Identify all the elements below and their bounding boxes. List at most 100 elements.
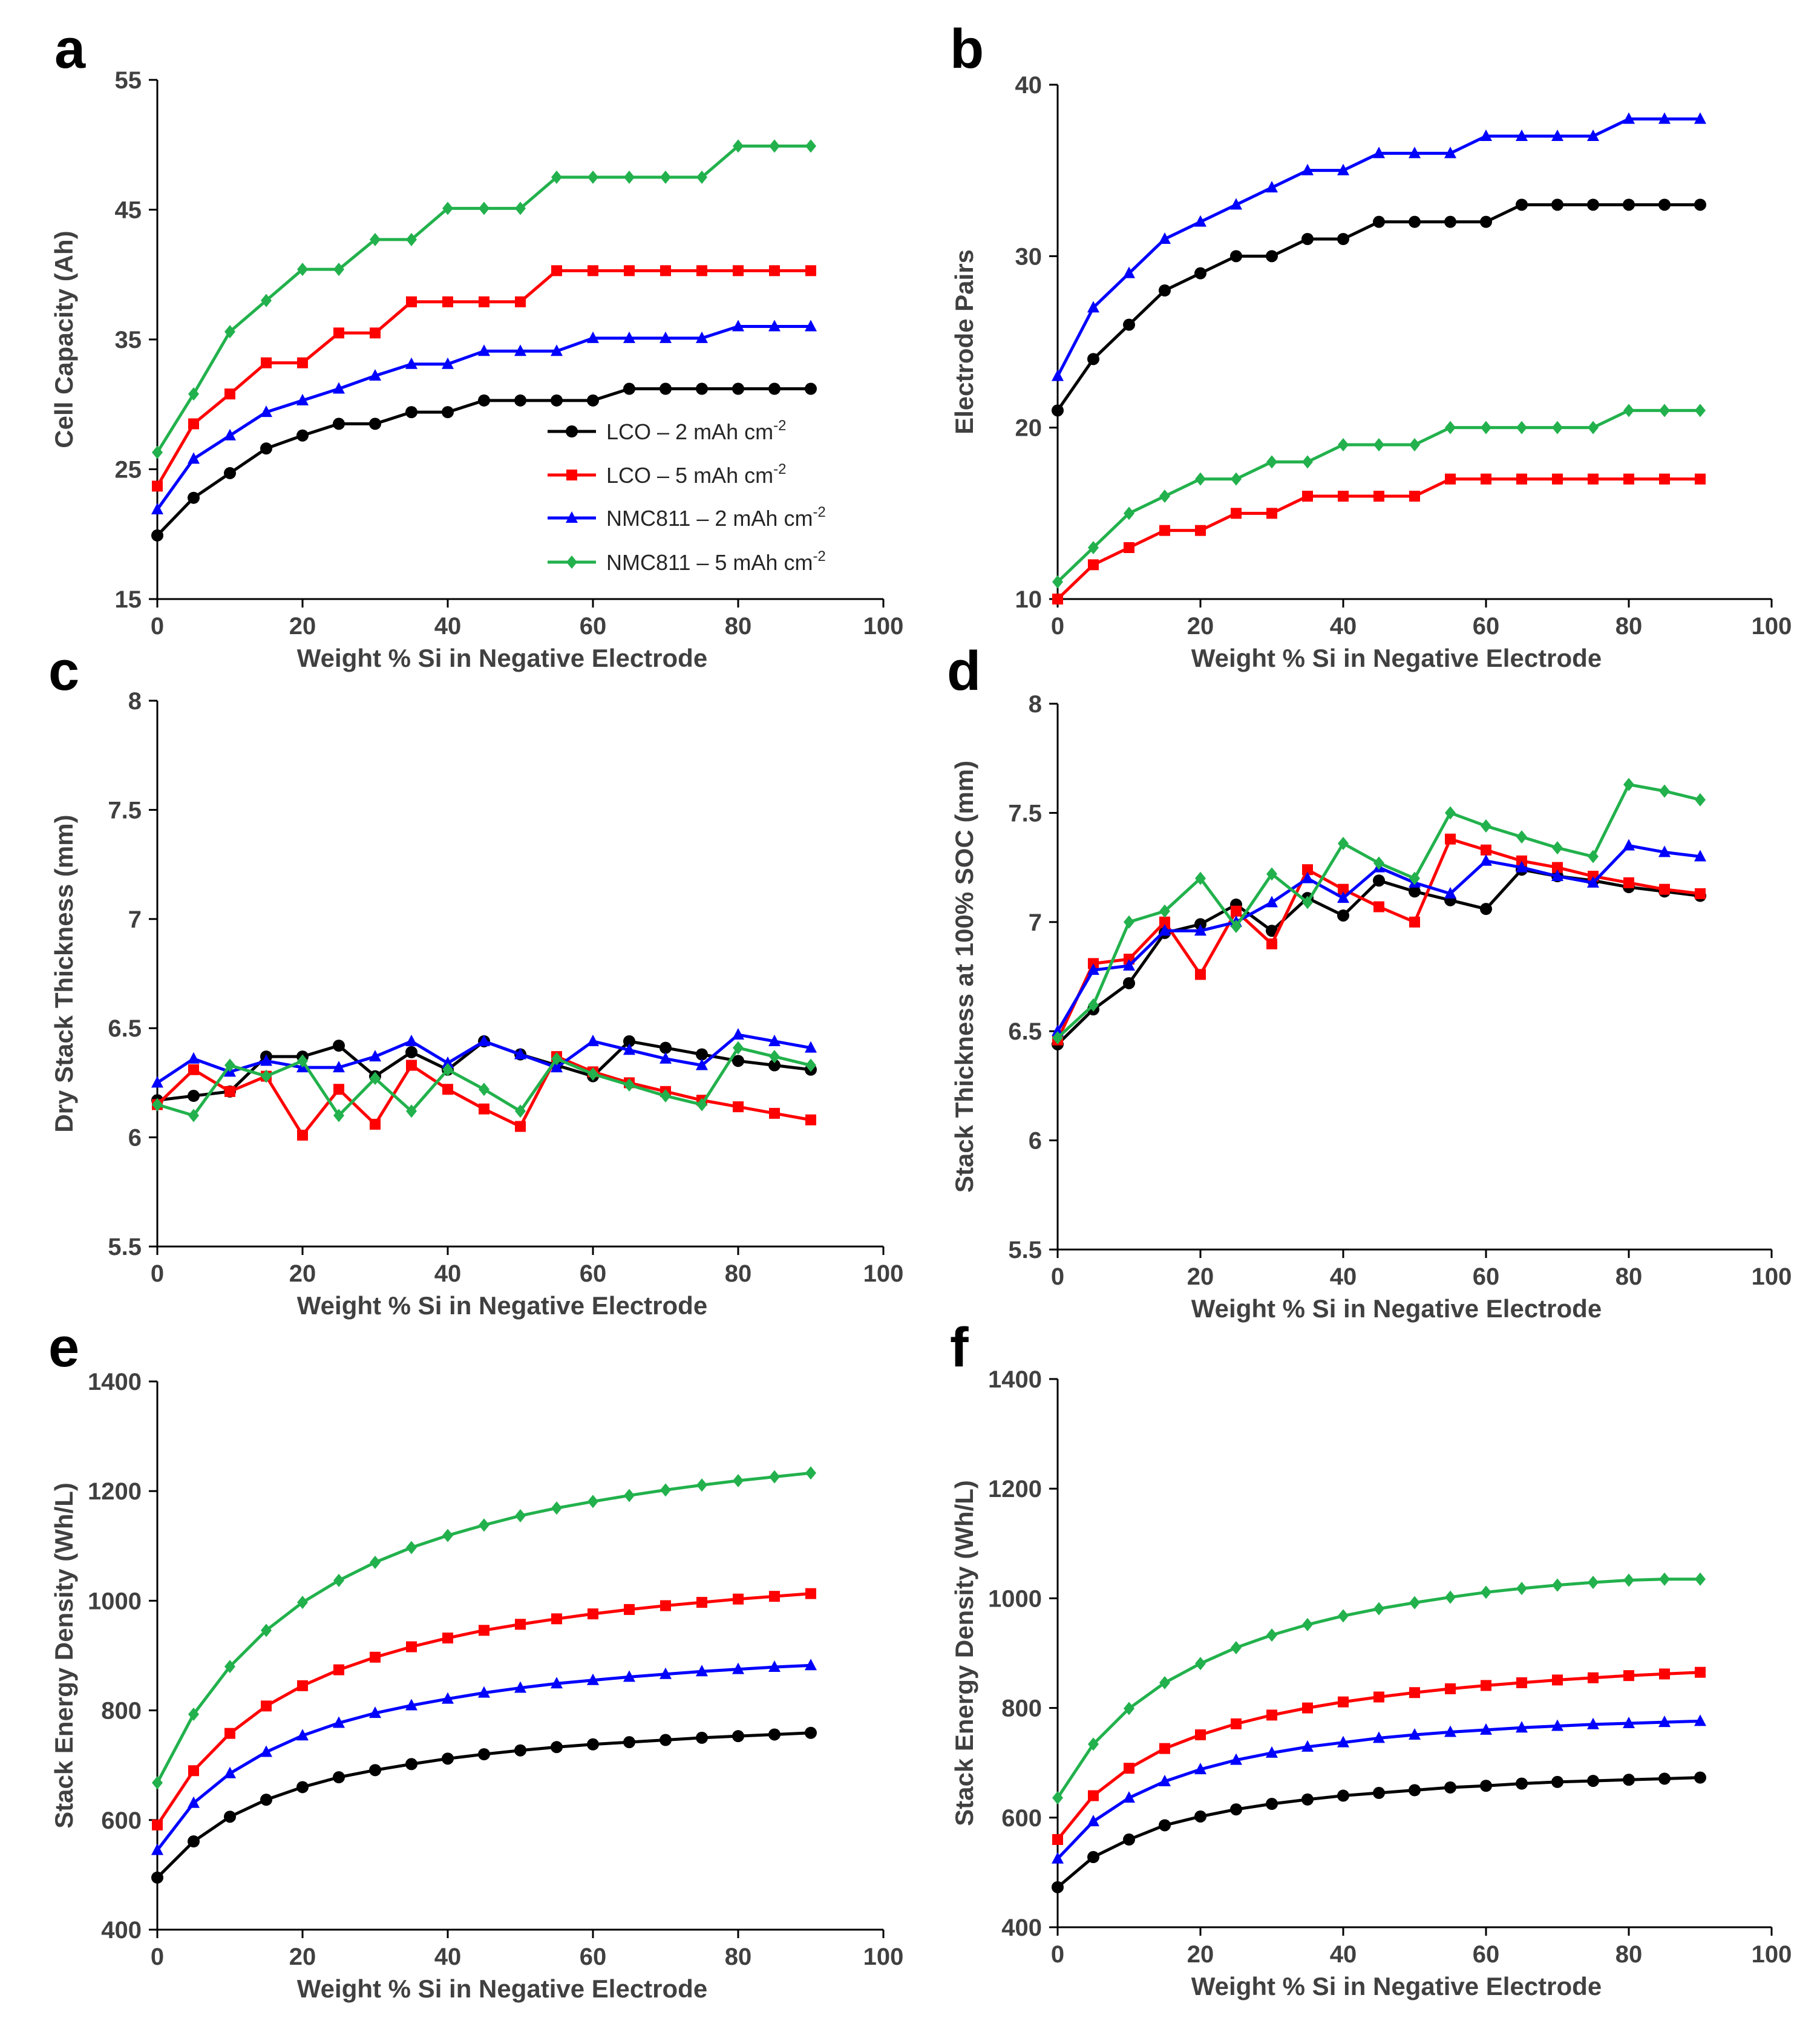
panel-c-x-tick-label: 0 bbox=[151, 1260, 164, 1287]
panel-f-series-lco-5-mah-cm-2-point bbox=[1623, 1670, 1634, 1682]
panel-e-series-nmc811-5-mah-cm-2-point bbox=[442, 1528, 453, 1542]
panel-b-series-nmc811-2-mah-cm-2-point bbox=[1587, 129, 1599, 141]
panel-b-series-lco-2-mah-cm-2-point bbox=[1230, 250, 1242, 263]
panel-b-series-lco-2-mah-cm-2-point bbox=[1658, 198, 1671, 211]
panel-a-series-lco-5-mah-cm-2-point bbox=[805, 265, 816, 277]
panel-b-y-axis-label: Electrode Pairs bbox=[950, 249, 978, 434]
panel-a-series-nmc811-5-mah-cm-2-point bbox=[224, 325, 235, 339]
panel-e-series-nmc811-5-mah-cm-2-point bbox=[660, 1483, 671, 1497]
panel-e-series-lco-2-mah-cm-2-point bbox=[551, 1741, 563, 1754]
panel-a-series-nmc811-2-mah-cm-2 bbox=[151, 319, 817, 514]
panel-a-series-lco-2-mah-cm-2-point bbox=[478, 394, 490, 407]
panel-c-series-nmc811-5-mah-cm-2-point bbox=[333, 1109, 344, 1122]
panel-f-series-lco-2-mah-cm-2-point bbox=[1409, 1784, 1421, 1797]
panel-e-series-lco-5-mah-cm-2-point bbox=[333, 1664, 344, 1676]
panel-f-series-nmc811-5-mah-cm-2-point bbox=[1195, 1657, 1206, 1671]
panel-c-x-axis-label: Weight % Si in Negative Electrode bbox=[297, 1291, 707, 1320]
panel-a-x-tick-label: 100 bbox=[863, 613, 904, 640]
panel-f-series-lco-5-mah-cm-2-point bbox=[1302, 1702, 1313, 1714]
panel-b-series-nmc811-5-mah-cm-2-point bbox=[1338, 438, 1349, 451]
panel-c-y-tick-label: 6 bbox=[128, 1125, 142, 1152]
panel-a-series-lco-5-mah-cm-2-point bbox=[624, 265, 635, 277]
panel-b-series-nmc811-2-mah-cm-2-point bbox=[1301, 163, 1314, 175]
panel-f-series-nmc811-2-mah-cm-2 bbox=[1052, 1714, 1706, 1864]
panel-f-series-nmc811-2-mah-cm-2-point bbox=[1159, 1775, 1171, 1787]
panel-e-series-nmc811-2-mah-cm-2-point bbox=[696, 1665, 708, 1677]
panel-c-series-lco-5-mah-cm-2-point bbox=[188, 1064, 199, 1075]
panel-e-series-nmc811-2-mah-cm-2-point bbox=[151, 1843, 163, 1855]
panel-d-series-lco-5-mah-cm-2-point bbox=[1195, 969, 1206, 980]
panel-d-series-nmc811-2-mah-cm-2-point bbox=[1658, 845, 1671, 857]
panel-a-series-lco-5-mah-cm-2-point bbox=[551, 265, 562, 277]
panel-f-series-nmc811-5-mah-cm-2-point bbox=[1159, 1676, 1170, 1689]
panel-f-series-lco-2-mah-cm-2-point bbox=[1087, 1851, 1099, 1864]
panel-a-series-lco-2-mah-cm-2-point bbox=[369, 418, 381, 430]
panel-e-y-tick-label: 1200 bbox=[88, 1478, 142, 1505]
panel-f-x-tick-label: 100 bbox=[1752, 1941, 1792, 1968]
panel-e-series-nmc811-2-mah-cm-2-point bbox=[768, 1660, 781, 1672]
panel-d-series-lco-5-mah-cm-2-point bbox=[1302, 864, 1313, 876]
panel-d-series-nmc811-5-mah-cm-2-point bbox=[1195, 871, 1206, 885]
panel-e-series-lco-5-mah-cm-2-point bbox=[733, 1593, 744, 1605]
panel-e-series-lco-5-mah-cm-2-point bbox=[188, 1765, 199, 1777]
panel-a-series-nmc811-5-mah-cm-2-point bbox=[406, 232, 417, 246]
panel-a-series-lco-5-mah-cm-2-point bbox=[261, 357, 272, 369]
panel-a-y-axis-label: Cell Capacity (Ah) bbox=[50, 231, 78, 448]
legend-label-main: LCO – 2 mAh cm bbox=[606, 419, 773, 444]
panel-a-series-lco-5-mah-cm-2 bbox=[152, 265, 816, 492]
panel-f-y-tick-label: 1200 bbox=[988, 1476, 1042, 1502]
panel-d-x-tick-label: 40 bbox=[1330, 1263, 1357, 1290]
panel-a-y-tick-label: 35 bbox=[115, 327, 142, 353]
panel-e-series-lco-5-mah-cm-2-point bbox=[805, 1588, 816, 1599]
panel-b-series-nmc811-5-mah-cm-2-point bbox=[1623, 404, 1634, 418]
panel-c-series-nmc811-2-mah-cm-2-point bbox=[805, 1041, 817, 1053]
legend-swatch-marker bbox=[566, 555, 577, 569]
panel-f-series-nmc811-5-mah-cm-2-point bbox=[1373, 1602, 1384, 1616]
panel-f-series-nmc811-5-mah-cm-2-point bbox=[1409, 1596, 1420, 1610]
panel-b-x-tick-label: 60 bbox=[1473, 613, 1500, 640]
panel-d-series-nmc811-5-mah-cm-2-point bbox=[1231, 920, 1242, 934]
panel-a-series-nmc811-5-mah-cm-2-point bbox=[624, 170, 635, 184]
panel-e-series-lco-2-mah-cm-2-point bbox=[333, 1771, 345, 1784]
panel-a-series-lco-5-mah-cm-2-point bbox=[224, 388, 235, 400]
panel-f-series-lco-5-mah-cm-2-point bbox=[1195, 1729, 1206, 1740]
panel-f-series-lco-2-mah-cm-2-point bbox=[1337, 1789, 1349, 1802]
panel-c-series-lco-5-mah-cm-2-point bbox=[805, 1114, 816, 1125]
panel-c-series-lco-5-mah-cm-2-point bbox=[406, 1060, 417, 1071]
panel-b-x-tick-label: 80 bbox=[1615, 613, 1643, 640]
panel-a-series-lco-5-mah-cm-2-point bbox=[406, 296, 417, 307]
panel-f-y-tick-label: 1000 bbox=[988, 1585, 1042, 1612]
panel-a-letter: a bbox=[54, 18, 86, 80]
panel-f-series-lco-2-mah-cm-2-point bbox=[1052, 1881, 1064, 1893]
legend-label-main: NMC811 – 5 mAh cm bbox=[606, 550, 813, 575]
panel-f: 0 20 40 60 80 100 400 600 800 1000 1200 1400 Weight … bbox=[950, 1317, 1792, 2000]
panel-d-series-nmc811-5-mah-cm-2-point bbox=[1481, 819, 1491, 833]
panel-a-series-nmc811-5-mah-cm-2-point bbox=[188, 387, 199, 401]
panel-b-series-nmc811-5-mah-cm-2-point bbox=[1088, 541, 1099, 554]
panel-b-series-lco-2-mah-cm-2-point bbox=[1516, 198, 1528, 211]
panel-b-series-lco-5-mah-cm-2-point bbox=[1195, 525, 1206, 536]
panel-e-series-nmc811-5-mah-cm-2-point bbox=[769, 1470, 780, 1484]
panel-a-y-tick-label: 15 bbox=[115, 586, 142, 613]
panel-e-series-lco-2-mah-cm-2-point bbox=[768, 1728, 781, 1741]
panel-b-series-nmc811-2-mah-cm-2-point bbox=[1266, 181, 1278, 192]
panel-a-series-nmc811-2-mah-cm-2-point bbox=[224, 428, 236, 441]
panel-d-series-lco-2-mah-cm-2 bbox=[1052, 863, 1706, 1050]
panel-d-x-tick-label: 100 bbox=[1752, 1263, 1792, 1290]
panel-b-series-nmc811-2-mah-cm-2-point bbox=[1623, 112, 1635, 124]
panel-f-series-lco-2-mah-cm-2-point bbox=[1658, 1772, 1671, 1785]
panel-d-series-nmc811-5-mah-cm-2-point bbox=[1588, 850, 1599, 863]
panel-e-series-nmc811-5-mah-cm-2-point bbox=[224, 1660, 235, 1674]
panel-d-series-lco-2-mah-cm-2-point bbox=[1373, 874, 1385, 887]
panel-c-series-nmc811-2-mah-cm-2-point bbox=[333, 1061, 345, 1073]
panel-c-series-lco-2-mah-cm-2-point bbox=[696, 1048, 708, 1061]
panel-d-series-lco-2-mah-cm-2-point bbox=[1337, 909, 1349, 922]
panel-c-series-lco-2-mah-cm-2-point bbox=[333, 1040, 345, 1052]
panel-d-series-nmc811-5-mah-cm-2 bbox=[1052, 778, 1706, 1045]
panel-a-series-nmc811-5-mah-cm-2-point bbox=[733, 139, 744, 153]
panel-b-series-nmc811-5-mah-cm-2-point bbox=[1195, 472, 1206, 486]
panel-d-series-nmc811-5-mah-cm-2-point bbox=[1445, 806, 1456, 820]
panel-f-x-axis-label: Weight % Si in Negative Electrode bbox=[1191, 1972, 1602, 2000]
panel-b-series-nmc811-5-mah-cm-2-point bbox=[1052, 575, 1063, 589]
panel-f-series-nmc811-2-mah-cm-2-point bbox=[1373, 1731, 1385, 1743]
